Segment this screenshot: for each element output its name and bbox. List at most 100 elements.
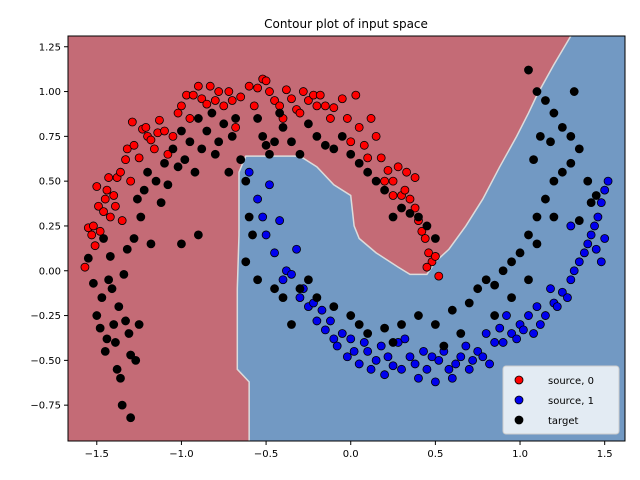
- point-series-0-82: [388, 176, 398, 186]
- point-series-2-46: [214, 137, 224, 147]
- point-series-2-67: [320, 140, 330, 150]
- point-series-0-3: [88, 221, 98, 231]
- point-series-2-119: [586, 198, 596, 208]
- point-series-0-85: [400, 185, 410, 195]
- point-series-0-63: [298, 87, 308, 96]
- point-series-2-29: [143, 167, 152, 177]
- point-series-2-13: [112, 364, 122, 374]
- point-series-1-26: [359, 338, 369, 347]
- point-series-0-86: [405, 194, 415, 204]
- point-series-0-9: [100, 194, 110, 204]
- point-series-2-32: [156, 198, 166, 208]
- point-series-0-25: [141, 122, 151, 132]
- point-series-1-4: [265, 180, 274, 190]
- point-series-2-25: [133, 194, 142, 204]
- point-series-2-81: [177, 239, 186, 249]
- point-series-0-98: [402, 167, 412, 177]
- point-series-1-73: [557, 287, 567, 297]
- point-series-1-15: [312, 316, 322, 326]
- point-series-2-21: [126, 350, 136, 360]
- point-series-0-95: [422, 262, 432, 272]
- point-series-0-47: [227, 96, 237, 105]
- point-series-1-22: [342, 352, 352, 362]
- point-series-0-23: [134, 153, 144, 163]
- point-series-2-59: [265, 149, 274, 159]
- point-series-0-12: [105, 212, 115, 222]
- point-series-2-88: [354, 320, 364, 329]
- point-series-2-98: [490, 280, 500, 290]
- point-series-0-50: [244, 81, 254, 91]
- y-tick-label-8: 1.25: [39, 42, 61, 53]
- point-series-1-20: [332, 341, 342, 351]
- point-series-0-30: [155, 115, 164, 125]
- x-tick-label-5: 1.0: [512, 449, 528, 460]
- point-series-2-58: [261, 140, 271, 150]
- point-series-1-81: [590, 221, 599, 231]
- scatter-points: [80, 65, 613, 423]
- point-series-0-32: [163, 149, 173, 159]
- point-series-2-51: [236, 155, 246, 165]
- point-series-0-83: [393, 162, 403, 172]
- point-series-2-73: [371, 176, 381, 186]
- point-series-2-17: [119, 269, 129, 279]
- point-series-2-84: [304, 275, 313, 285]
- point-series-2-49: [227, 131, 237, 141]
- point-series-2-93: [430, 320, 440, 329]
- point-series-1-87: [596, 257, 606, 267]
- point-series-1-9: [287, 269, 296, 279]
- point-series-1-61: [507, 329, 516, 338]
- point-series-2-1: [88, 278, 98, 288]
- point-series-1-84: [600, 185, 610, 195]
- point-series-0-37: [185, 114, 195, 123]
- point-series-2-39: [185, 137, 195, 147]
- point-series-2-71: [354, 158, 364, 168]
- point-series-0-18: [121, 155, 130, 165]
- point-series-2-33: [160, 158, 169, 168]
- point-series-2-112: [541, 96, 550, 105]
- point-series-2-5: [99, 234, 108, 243]
- point-series-2-10: [107, 284, 117, 294]
- point-series-0-6: [94, 201, 103, 211]
- point-series-1-25: [354, 359, 364, 369]
- point-series-2-85: [312, 293, 322, 303]
- point-series-2-44: [207, 108, 217, 118]
- point-series-2-76: [397, 203, 406, 213]
- point-series-2-2: [92, 311, 102, 320]
- point-series-2-132: [270, 284, 279, 294]
- point-series-2-108: [574, 144, 584, 154]
- point-series-0-49: [236, 92, 246, 102]
- point-series-0-60: [287, 94, 296, 104]
- point-series-2-63: [287, 137, 296, 147]
- point-series-2-53: [244, 212, 254, 222]
- point-series-2-103: [532, 212, 542, 222]
- point-series-0-62: [295, 108, 305, 118]
- point-series-1-74: [563, 293, 572, 303]
- point-series-0-74: [351, 90, 361, 100]
- point-series-0-2: [87, 230, 97, 240]
- decision-boundary: [236, 36, 572, 441]
- point-series-0-33: [168, 131, 178, 141]
- point-series-1-58: [495, 323, 505, 333]
- point-series-2-91: [397, 320, 406, 329]
- point-series-2-79: [422, 221, 432, 231]
- point-series-1-85: [603, 176, 613, 186]
- y-tick-label-1: −0.50: [30, 356, 61, 367]
- point-series-2-89: [363, 329, 373, 338]
- point-series-1-66: [529, 329, 538, 338]
- point-series-1-3: [261, 230, 271, 240]
- point-series-1-57: [490, 338, 500, 347]
- point-series-1-64: [519, 325, 528, 335]
- point-series-2-35: [168, 144, 178, 154]
- point-series-0-34: [173, 108, 183, 118]
- point-series-0-54: [261, 76, 271, 86]
- point-series-2-11: [109, 320, 119, 329]
- point-series-1-55: [481, 329, 491, 338]
- point-series-2-101: [515, 248, 525, 258]
- point-series-2-123: [532, 239, 542, 249]
- point-series-0-10: [102, 185, 112, 195]
- point-series-2-111: [549, 108, 559, 118]
- point-series-1-76: [569, 266, 579, 276]
- point-series-1-75: [566, 275, 576, 285]
- point-series-1-32: [383, 352, 393, 362]
- point-series-0-4: [90, 241, 100, 251]
